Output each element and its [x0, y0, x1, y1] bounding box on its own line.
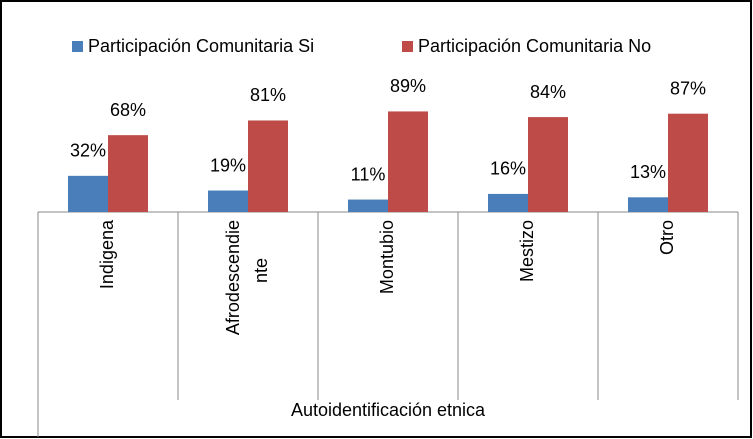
x-axis-title: Autoidentificación etnica	[291, 400, 486, 420]
legend-swatch	[402, 41, 413, 52]
data-label: 32%	[70, 141, 106, 161]
bar	[108, 135, 148, 212]
x-tick-label: Afrodescendie nte	[223, 220, 271, 335]
x-tick-label: Otro	[657, 220, 677, 255]
bar	[348, 199, 388, 212]
bar	[628, 197, 668, 212]
x-tick-label: Mestizo	[517, 220, 537, 282]
bar	[488, 193, 528, 212]
bar	[388, 111, 428, 212]
data-label: 68%	[110, 100, 146, 120]
legend-label: Participación Comunitaria Si	[88, 36, 314, 56]
data-label: 87%	[670, 78, 706, 98]
x-tick-label: Indigena	[97, 219, 117, 289]
data-label: 84%	[530, 82, 566, 102]
bar	[528, 117, 568, 212]
bar	[248, 120, 288, 212]
data-label: 19%	[210, 155, 246, 175]
legend-swatch	[72, 41, 83, 52]
data-label: 81%	[250, 85, 286, 105]
data-label: 89%	[390, 76, 426, 96]
data-label: 11%	[351, 164, 386, 184]
x-tick-label: Montubio	[377, 220, 397, 294]
bar	[208, 190, 248, 212]
bar	[668, 113, 708, 212]
bar	[68, 175, 108, 212]
legend-label: Participación Comunitaria No	[418, 36, 651, 56]
data-label: 16%	[490, 159, 526, 179]
data-label: 13%	[630, 162, 666, 182]
